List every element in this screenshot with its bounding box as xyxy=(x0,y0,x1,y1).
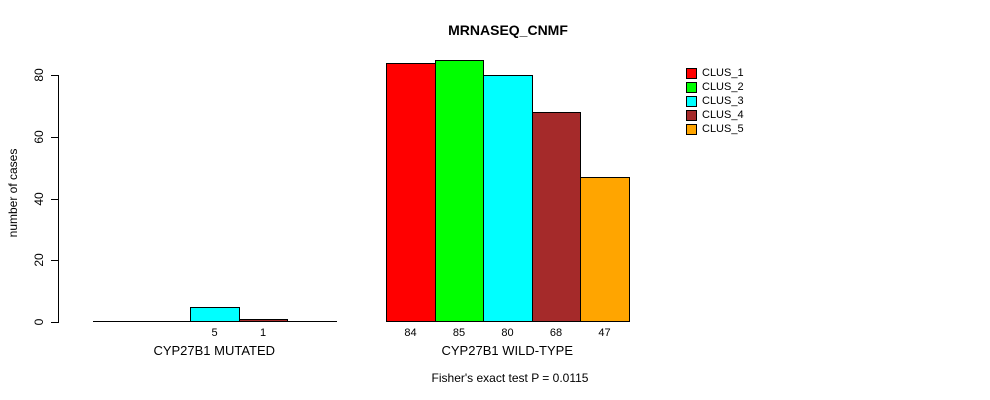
y-axis-label: number of cases xyxy=(6,148,20,238)
bar xyxy=(483,75,533,322)
bar-value-label: 68 xyxy=(549,327,563,339)
bar-value-label: 1 xyxy=(259,327,267,339)
bar-value-label: 84 xyxy=(404,327,417,339)
legend-color-swatch xyxy=(686,95,697,107)
legend-item: CLUS_3 xyxy=(686,94,744,108)
legend-item-label: CLUS_3 xyxy=(702,94,744,107)
legend-item: CLUS_4 xyxy=(686,108,744,122)
bar-value-label: 5 xyxy=(211,327,218,339)
bar xyxy=(239,319,288,322)
y-tick-mark xyxy=(51,199,58,200)
bar-zero-line xyxy=(287,321,337,322)
bar-zero-line xyxy=(93,321,143,322)
bar-value-label: 47 xyxy=(598,327,611,339)
legend-color-swatch xyxy=(686,67,697,79)
legend: CLUS_1 CLUS_2 CLUS_3 CLUS_4 CLUS_5 xyxy=(686,66,744,136)
y-tick-label: 0 xyxy=(32,318,46,326)
y-tick-label: 60 xyxy=(32,130,46,144)
y-tick-label: 20 xyxy=(32,253,46,267)
y-tick-mark xyxy=(51,137,58,138)
legend-color-swatch xyxy=(686,123,697,135)
y-axis-line xyxy=(58,75,59,323)
category-label: CYP27B1 MUTATED xyxy=(153,343,276,358)
bar-value-label: 85 xyxy=(452,327,466,339)
legend-item-label: CLUS_5 xyxy=(702,122,744,135)
legend-color-swatch xyxy=(686,109,697,121)
bar xyxy=(580,177,630,322)
bar xyxy=(386,63,436,322)
legend-item: CLUS_2 xyxy=(686,80,744,94)
y-tick-label: 40 xyxy=(32,191,46,206)
legend-item-label: CLUS_4 xyxy=(702,108,744,121)
legend-item-label: CLUS_1 xyxy=(702,66,744,79)
legend-color-swatch xyxy=(686,81,697,93)
y-tick-label: 80 xyxy=(32,68,46,82)
y-tick-mark xyxy=(51,322,58,323)
category-label: CYP27B1 WILD-TYPE xyxy=(441,343,574,358)
legend-item: CLUS_5 xyxy=(686,122,744,136)
bar xyxy=(532,112,581,322)
bar-zero-line xyxy=(142,321,191,322)
bar-value-label: 80 xyxy=(501,327,514,339)
fisher-test-annotation: Fisher's exact test P = 0.0115 xyxy=(431,371,589,385)
legend-item: CLUS_1 xyxy=(686,66,744,80)
bar xyxy=(435,60,484,322)
y-tick-mark xyxy=(51,260,58,261)
bar xyxy=(190,307,240,322)
legend-item-label: CLUS_2 xyxy=(702,80,744,93)
y-tick-mark xyxy=(51,75,58,76)
chart-title: MRNASEQ_CNMF xyxy=(448,22,568,38)
